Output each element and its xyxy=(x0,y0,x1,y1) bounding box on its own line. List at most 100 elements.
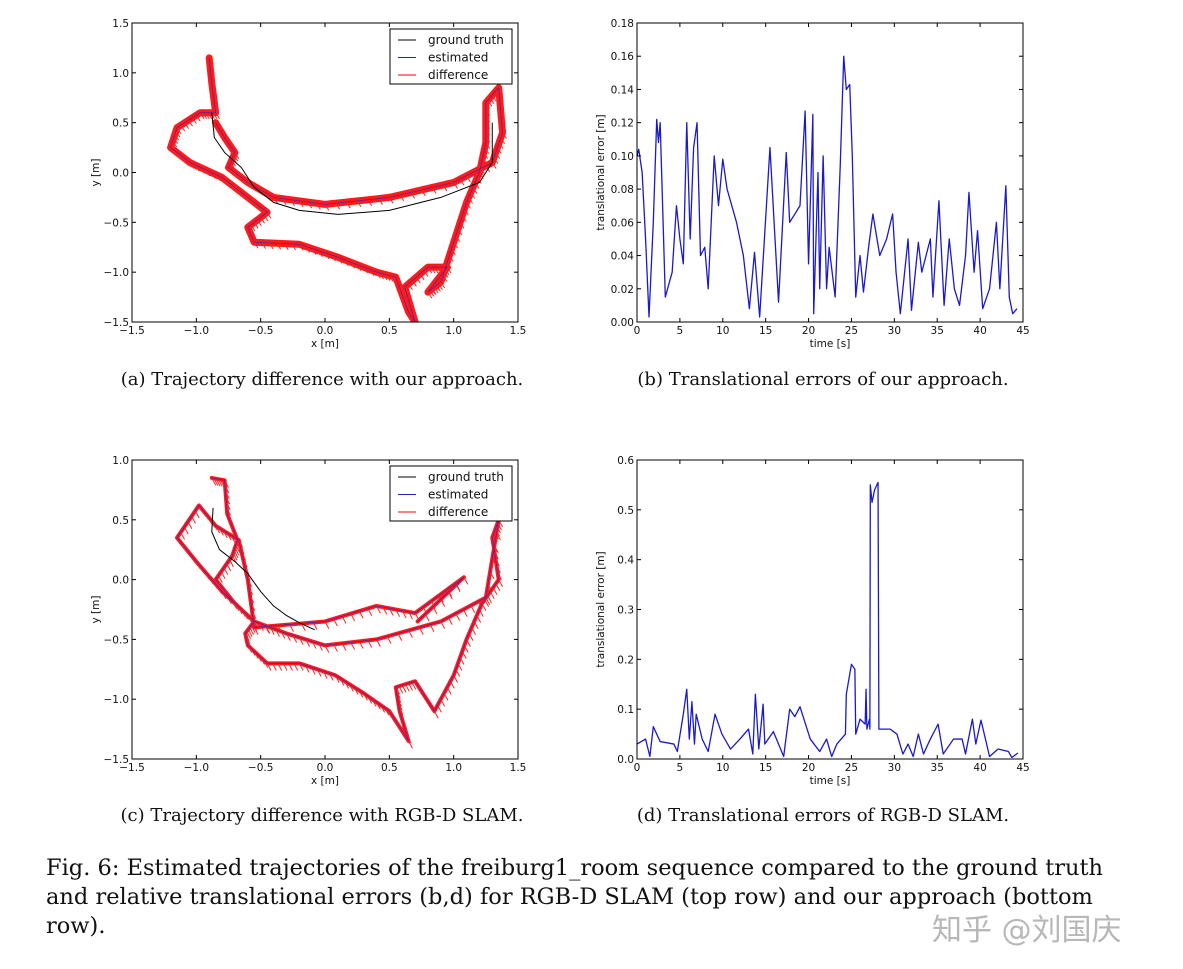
subcaption-d: (d) Translational errors of RGB-D SLAM. xyxy=(636,805,1010,826)
difference-line xyxy=(453,241,458,249)
difference-line xyxy=(495,583,501,591)
difference-line xyxy=(457,663,463,671)
difference-line xyxy=(289,624,294,632)
difference-line xyxy=(462,609,468,617)
x-tick-label: 30 xyxy=(888,325,901,337)
x-tick-label: −1.5 xyxy=(119,325,145,337)
difference-line xyxy=(322,671,328,679)
difference-line xyxy=(215,112,220,119)
difference-line xyxy=(265,626,271,634)
difference-line xyxy=(250,648,256,656)
difference-line xyxy=(204,112,210,119)
difference-line xyxy=(471,627,476,635)
difference-line xyxy=(350,642,356,650)
watermark: 知乎 @刘国庆 xyxy=(932,913,1122,948)
legend: ground truth estimated difference xyxy=(389,465,513,522)
difference-line xyxy=(219,527,224,536)
x-tick-label: 0.5 xyxy=(381,762,398,774)
x-tick-label: 20 xyxy=(802,762,815,774)
difference-line xyxy=(427,291,433,299)
difference-line xyxy=(499,102,505,109)
difference-line xyxy=(401,685,407,693)
difference-line xyxy=(226,563,232,572)
y-tick-label: 0.3 xyxy=(617,605,634,617)
difference-line xyxy=(213,97,218,105)
difference-line xyxy=(495,558,500,567)
difference-line xyxy=(180,124,186,132)
difference-line xyxy=(195,114,201,122)
difference-line xyxy=(335,202,341,210)
difference-line xyxy=(184,122,190,129)
difference-line xyxy=(487,595,492,603)
difference-line xyxy=(341,616,347,624)
x-tick-label: 35 xyxy=(931,762,944,774)
difference-line xyxy=(219,479,225,487)
difference-line xyxy=(249,627,255,635)
difference-line xyxy=(459,178,465,186)
difference-line xyxy=(246,631,252,639)
difference-line xyxy=(443,271,449,278)
difference-line xyxy=(495,152,500,159)
difference-line xyxy=(430,600,436,609)
difference-line xyxy=(208,57,214,65)
difference-line xyxy=(463,645,469,653)
difference-line xyxy=(440,599,446,607)
difference-line xyxy=(432,606,438,615)
x-tick-label: −0.5 xyxy=(248,762,274,774)
difference-line xyxy=(500,117,506,124)
difference-line xyxy=(414,612,420,621)
difference-line xyxy=(446,261,452,269)
y-tick-label: 1.0 xyxy=(112,455,129,467)
difference-line xyxy=(461,651,467,659)
difference-line xyxy=(440,281,446,289)
difference-line xyxy=(291,243,297,251)
y-tick-label: 0.5 xyxy=(112,118,129,130)
difference-line xyxy=(398,706,404,715)
difference-line xyxy=(240,609,246,617)
chart-a: −1.5 −1.0 −0.5 0.0 0.5 1.0 1.5 −1.5 −1.0 −0.5 0.0 0… xyxy=(90,18,526,350)
difference-line xyxy=(485,122,491,129)
difference-line xyxy=(367,199,373,206)
difference-line xyxy=(266,212,272,219)
y-tick-label: 0.12 xyxy=(611,118,634,130)
difference-line xyxy=(234,603,240,611)
difference-line xyxy=(450,681,455,689)
x-tick-label: 15 xyxy=(759,762,772,774)
difference-line xyxy=(356,264,362,271)
difference-line xyxy=(419,273,425,281)
difference-line xyxy=(257,219,262,227)
difference-line xyxy=(437,266,442,274)
difference-line xyxy=(211,477,217,486)
x-tick-label: −0.5 xyxy=(248,325,274,337)
difference-line xyxy=(350,261,356,269)
y-axis-label: y [m] xyxy=(90,596,102,624)
x-tick-label: 25 xyxy=(845,762,858,774)
difference-line xyxy=(415,321,416,322)
difference-line xyxy=(337,256,343,264)
difference-line xyxy=(472,187,478,194)
difference-line xyxy=(363,266,368,274)
difference-line xyxy=(281,198,287,205)
difference-line xyxy=(312,622,318,630)
difference-line xyxy=(215,478,221,487)
difference-line xyxy=(493,545,499,554)
difference-line xyxy=(380,704,386,713)
difference-line xyxy=(386,636,392,644)
difference-line xyxy=(183,526,189,535)
subcaption-b: (b) Translational errors of our approach… xyxy=(637,369,1009,390)
x-tick-label: 5 xyxy=(677,325,684,337)
difference-line xyxy=(229,559,234,568)
difference-line xyxy=(485,142,491,149)
difference-line xyxy=(288,663,293,671)
difference-line xyxy=(491,162,497,169)
difference-line xyxy=(212,112,218,119)
difference-line xyxy=(209,61,214,69)
x-axis-label: time [s] xyxy=(810,338,851,350)
difference-line xyxy=(438,283,443,291)
difference-line xyxy=(318,250,323,257)
difference-line xyxy=(292,635,298,643)
difference-line xyxy=(459,657,465,665)
difference-line xyxy=(453,675,458,683)
difference-line xyxy=(496,565,501,574)
legend: ground truth estimated difference xyxy=(389,28,513,85)
